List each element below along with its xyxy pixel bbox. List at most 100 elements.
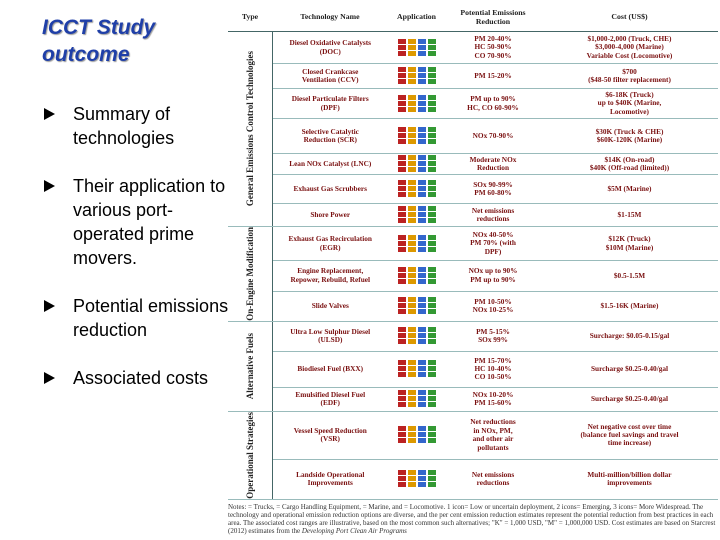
icon-row: [390, 212, 443, 218]
technology-cell: Selective Catalytic Reduction (SCR): [272, 118, 388, 154]
application-icon: [417, 67, 426, 72]
application-icon: [417, 206, 426, 211]
table-row: Emulsified Diesel Fuel (EDF) NOx 10-20% P…: [228, 387, 718, 412]
application-icon: [427, 167, 436, 172]
application-icon: [407, 206, 416, 211]
application-icon: [417, 396, 426, 402]
application-icon: [407, 402, 416, 408]
technology-cell: Lean NOx Catalyst (LNC): [272, 153, 388, 175]
reduction-cell: NOx 70-90%: [445, 118, 541, 154]
icon-row: [390, 366, 443, 372]
application-cell: [388, 260, 445, 292]
application-icon: [407, 278, 416, 284]
reduction-cell: PM 15-20%: [445, 63, 541, 89]
application-icon: [407, 100, 416, 106]
icon-row: [390, 333, 443, 339]
application-icon: [397, 246, 406, 252]
icon-row: [390, 309, 443, 315]
icon-row: [390, 482, 443, 488]
type-label: Alternative Fuels: [244, 333, 255, 400]
application-icon: [397, 426, 406, 432]
cost-cell: $14K (On-road) $40K (Off-road (limited)): [541, 153, 718, 175]
bullet: Their application to various port-operat…: [44, 174, 229, 270]
notes: Notes: = Trucks, = Cargo Handling Equipm…: [228, 503, 718, 535]
application-icon: [427, 426, 436, 432]
icon-row: [390, 240, 443, 247]
application-icon: [417, 127, 426, 132]
application-icon: [397, 100, 406, 106]
application-icon: [427, 476, 436, 482]
application-icon: [417, 38, 426, 44]
icon-row: [390, 234, 443, 241]
application-icon: [407, 246, 416, 252]
application-icon: [407, 38, 416, 44]
bullet-list: Summary of technologies Their application…: [44, 102, 229, 414]
application-icon: [417, 155, 426, 160]
application-icon: [397, 297, 406, 303]
application-icon: [397, 278, 406, 284]
application-icon: [407, 339, 416, 345]
application-icon: [397, 180, 406, 185]
application-icon: [407, 234, 416, 240]
type-label: Operational Strategies: [244, 411, 255, 499]
reduction-cell: NOx 40-50% PM 70% (with DPF): [445, 226, 541, 262]
application-cell: [388, 459, 445, 500]
application-icon: [397, 155, 406, 160]
cost-cell: Surcharge: $0.05-0.15/gal: [541, 321, 718, 352]
reduction-cell: Moderate NOx Reduction: [445, 153, 541, 175]
application-cell: [388, 88, 445, 119]
bullet: Associated costs: [44, 366, 229, 390]
application-icon: [407, 470, 416, 476]
technology-cell: Exhaust Gas Scrubbers: [272, 174, 388, 204]
table-row: Diesel Particulate Filters (DPF) PM up to…: [228, 88, 718, 119]
application-icon: [427, 106, 436, 112]
icon-row: [390, 432, 443, 438]
application-icon: [427, 161, 436, 166]
application-cell: [388, 153, 445, 175]
cost-cell: Multi-million/billion dollar improvement…: [541, 459, 718, 500]
application-icon: [417, 470, 426, 476]
application-cell: [388, 174, 445, 204]
application-icon: [407, 218, 416, 223]
application-icon: [407, 297, 416, 303]
application-icon: [397, 372, 406, 378]
header-cell: Potential Emissions Reduction: [445, 4, 541, 32]
cost-cell: Surcharge $0.25-0.40/gal: [541, 387, 718, 412]
application-icon: [407, 360, 416, 366]
table-row: Shore Power Net emissions reductions $1-15…: [228, 203, 718, 227]
application-icon: [427, 366, 436, 372]
table-row: Exhaust Gas Scrubbers SOx 90-99% PM 60-80…: [228, 174, 718, 204]
application-icon: [397, 303, 406, 309]
application-icon: [427, 234, 436, 240]
application-icon: [427, 438, 436, 444]
application-icon: [397, 476, 406, 482]
application-icon: [397, 438, 406, 444]
application-icon: [397, 38, 406, 44]
application-icon: [397, 67, 406, 72]
application-icon: [417, 339, 426, 345]
application-icon: [427, 327, 436, 333]
icon-row: [390, 438, 443, 444]
application-icon: [427, 333, 436, 339]
technology-cell: Vessel Speed Reduction (VSR): [272, 411, 388, 460]
application-icon: [407, 333, 416, 339]
icon-row: [390, 192, 443, 198]
reduction-cell: PM 10-50% NOx 10-25%: [445, 291, 541, 322]
table-row: General Emissions Control Technologies Di…: [228, 31, 718, 227]
cost-cell: Net negative cost over time (balance fue…: [541, 411, 718, 460]
application-icon: [417, 366, 426, 372]
icon-row: [390, 79, 443, 85]
bullet: Potential emissions reduction: [44, 294, 229, 342]
table-row: Engine Replacement, Repower, Rebuild, Re…: [228, 260, 718, 292]
application-icon: [407, 67, 416, 72]
application-icon: [397, 390, 406, 396]
application-icon: [417, 44, 426, 50]
reduction-cell: Net emissions reductions: [445, 459, 541, 500]
application-icon: [427, 303, 436, 309]
application-icon: [397, 339, 406, 345]
application-icon: [407, 272, 416, 278]
cost-cell: $1.5-16K (Marine): [541, 291, 718, 322]
application-icon: [417, 212, 426, 217]
technology-cell: Engine Replacement, Repower, Rebuild, Re…: [272, 260, 388, 292]
application-icon: [417, 167, 426, 172]
